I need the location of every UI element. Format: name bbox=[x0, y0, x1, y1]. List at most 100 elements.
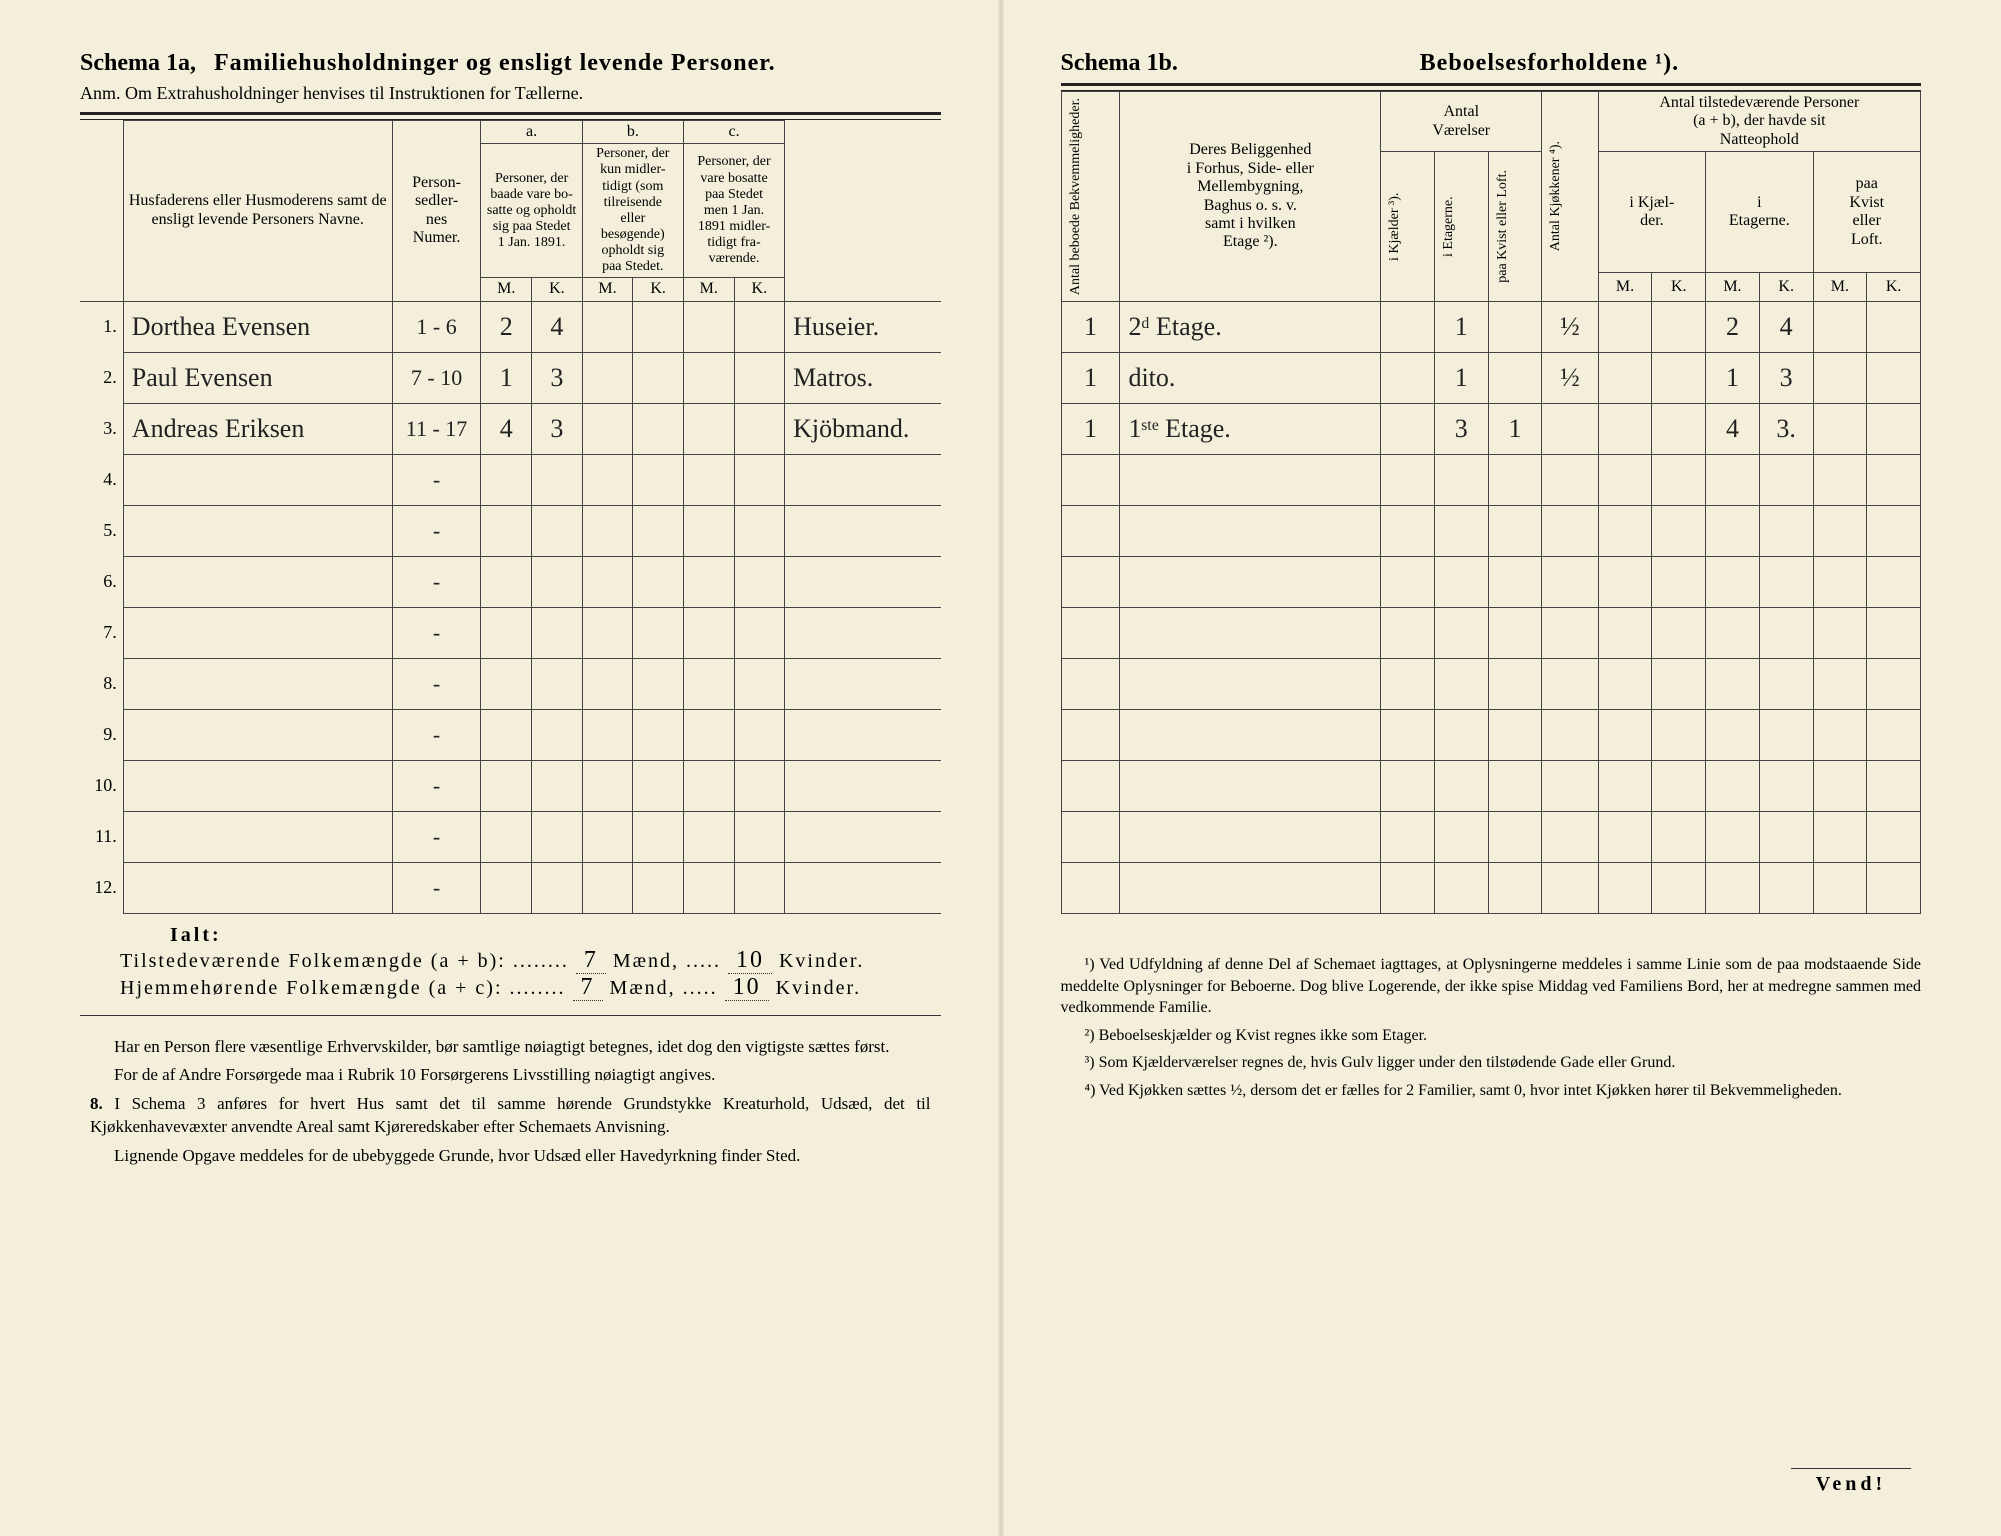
cell-bM bbox=[582, 760, 633, 811]
cell-ietM: 4 bbox=[1706, 404, 1760, 455]
cell-personsedler: - bbox=[392, 862, 481, 913]
hdr-ietM: M. bbox=[1706, 273, 1760, 302]
cell-name bbox=[123, 658, 392, 709]
cell-name: Andreas Eriksen bbox=[123, 403, 392, 454]
cell-ietM bbox=[1706, 863, 1760, 914]
table-row: 7.- bbox=[80, 607, 941, 658]
hdr-etagerne: i Etagerne. bbox=[1439, 168, 1459, 286]
cell-cM bbox=[683, 505, 734, 556]
cell-bekv bbox=[1061, 455, 1120, 506]
cell-bK bbox=[633, 760, 684, 811]
cell-pkvK bbox=[1867, 353, 1921, 404]
cell-kj bbox=[1381, 455, 1435, 506]
schema-1a-label: Schema 1a, bbox=[80, 50, 196, 76]
cell-et bbox=[1434, 710, 1488, 761]
cell-ikjM bbox=[1598, 353, 1652, 404]
cell-bM bbox=[582, 301, 633, 352]
cell-bekv: 1 bbox=[1061, 353, 1120, 404]
cell-pkvK bbox=[1867, 608, 1921, 659]
cell-annotation bbox=[785, 454, 941, 505]
cell-ietK bbox=[1759, 761, 1813, 812]
cell-cK bbox=[734, 301, 785, 352]
cell-name bbox=[123, 454, 392, 505]
cell-annotation: Kjöbmand. bbox=[785, 403, 941, 454]
hdr-c: c. bbox=[683, 121, 784, 144]
cell-bM bbox=[582, 556, 633, 607]
note-2: For de af Andre Forsørgede maa i Rubrik … bbox=[90, 1064, 931, 1087]
cell-kj bbox=[1381, 302, 1435, 353]
hdr-a-text: Personer, der baade vare bo- satte og op… bbox=[481, 144, 582, 278]
hdr-b-text: Personer, der kun midler- tidigt (som ti… bbox=[582, 144, 683, 278]
row-number: 6. bbox=[80, 556, 123, 607]
left-anm: Anm. Om Extrahusholdninger henvises til … bbox=[80, 83, 941, 104]
sum1-label: Tilstedeværende Folkemængde (a + b): bbox=[120, 950, 513, 972]
cell-bM bbox=[582, 505, 633, 556]
cell-et: 1 bbox=[1434, 353, 1488, 404]
cell-ikjK bbox=[1652, 812, 1706, 863]
cell-ietK bbox=[1759, 506, 1813, 557]
hdr-cK: K. bbox=[734, 278, 785, 301]
vend-label: Vend! bbox=[1791, 1468, 1911, 1496]
cell-kk bbox=[1542, 404, 1598, 455]
cell-kk: ½ bbox=[1542, 353, 1598, 404]
ialt-label: Ialt: bbox=[170, 924, 941, 947]
cell-name bbox=[123, 862, 392, 913]
hdr-bM: M. bbox=[582, 278, 633, 301]
cell-bM bbox=[582, 454, 633, 505]
cell-annotation: Huseier. bbox=[785, 301, 941, 352]
cell-ikjK bbox=[1652, 608, 1706, 659]
cell-personsedler: 7 - 10 bbox=[392, 352, 481, 403]
cell-bK bbox=[633, 658, 684, 709]
cell-kk bbox=[1542, 761, 1598, 812]
hdr-ikjK: K. bbox=[1652, 273, 1706, 302]
cell-belig: 1ˢᵗᵉ Etage. bbox=[1120, 404, 1381, 455]
cell-kj bbox=[1381, 710, 1435, 761]
cell-kj bbox=[1381, 353, 1435, 404]
cell-annotation bbox=[785, 760, 941, 811]
cell-pkvK bbox=[1867, 557, 1921, 608]
cell-name bbox=[123, 556, 392, 607]
cell-cK bbox=[734, 454, 785, 505]
cell-cM bbox=[683, 301, 734, 352]
fn-1: ¹) Ved Udfyldning af denne Del af Schema… bbox=[1061, 954, 1922, 1019]
cell-personsedler: - bbox=[392, 811, 481, 862]
sum1-m: 7 bbox=[576, 947, 606, 974]
cell-personsedler: - bbox=[392, 505, 481, 556]
cell-annotation bbox=[785, 709, 941, 760]
cell-pkvM bbox=[1813, 557, 1867, 608]
cell-kk bbox=[1542, 506, 1598, 557]
cell-pkvK bbox=[1867, 455, 1921, 506]
cell-ikjM bbox=[1598, 608, 1652, 659]
cell-personsedler: 11 - 17 bbox=[392, 403, 481, 454]
cell-ikjK bbox=[1652, 557, 1706, 608]
cell-personsedler: - bbox=[392, 658, 481, 709]
left-sum-rule bbox=[80, 1015, 941, 1016]
cell-ikjK bbox=[1652, 863, 1706, 914]
cell-cM bbox=[683, 403, 734, 454]
note-3-text: I Schema 3 anføres for hvert Hus samt de… bbox=[90, 1094, 931, 1136]
cell-et: 3 bbox=[1434, 404, 1488, 455]
cell-bM bbox=[582, 352, 633, 403]
table-row bbox=[1061, 506, 1921, 557]
cell-personsedler: - bbox=[392, 454, 481, 505]
sum-line-1: Tilstedeværende Folkemængde (a + b): ...… bbox=[120, 947, 941, 974]
hdr-c-text: Personer, der vare bosatte paa Stedet me… bbox=[683, 144, 784, 278]
sum1-mlabel: Mænd, bbox=[613, 950, 679, 972]
cell-pkvK bbox=[1867, 812, 1921, 863]
left-heading: Schema 1a, Familiehusholdninger og ensli… bbox=[80, 50, 941, 77]
cell-aK bbox=[532, 658, 583, 709]
cell-annotation bbox=[785, 505, 941, 556]
cell-pkvM bbox=[1813, 812, 1867, 863]
cell-aM: 2 bbox=[481, 301, 532, 352]
cell-cK bbox=[734, 556, 785, 607]
cell-kv bbox=[1488, 455, 1542, 506]
cell-annotation bbox=[785, 556, 941, 607]
sum2-mlabel: Mænd, bbox=[610, 977, 676, 999]
row-number: 9. bbox=[80, 709, 123, 760]
hdr-ikjM: M. bbox=[1598, 273, 1652, 302]
cell-kv bbox=[1488, 659, 1542, 710]
hdr-name: Husfaderens eller Husmoderens samt de en… bbox=[123, 121, 392, 302]
cell-bekv bbox=[1061, 812, 1120, 863]
cell-et bbox=[1434, 557, 1488, 608]
cell-ikjK bbox=[1652, 353, 1706, 404]
